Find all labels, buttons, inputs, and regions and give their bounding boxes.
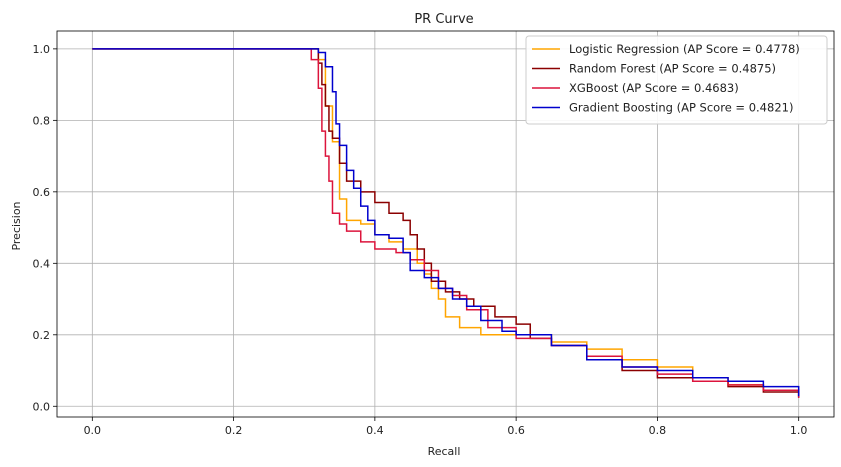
plot-area-frame <box>56 30 835 418</box>
series-line-3 <box>92 48 800 397</box>
x-tick-label: 0.0 <box>84 424 102 437</box>
x-tick-label: 1.0 <box>790 424 808 437</box>
y-tick-label: 0.2 <box>33 329 51 342</box>
x-axis-label: Recall <box>428 445 461 458</box>
y-axis-label: Precision <box>10 201 23 250</box>
chart-title: PR Curve <box>414 12 473 27</box>
x-tick-label: 0.4 <box>366 424 384 437</box>
x-tick-label: 0.8 <box>649 424 667 437</box>
y-tick-label: 0.8 <box>33 114 51 127</box>
series-line-0 <box>92 48 800 397</box>
legend: Logistic Regression (AP Score = 0.4778) R… <box>525 35 828 125</box>
legend-entry-label: Random Forest (AP Score = 0.4875) <box>569 62 776 76</box>
series-layer <box>92 48 800 399</box>
x-tick-label: 0.2 <box>225 424 243 437</box>
y-tick-label: 0.6 <box>33 186 51 199</box>
legend-entry-label: XGBoost (AP Score = 0.4683) <box>569 81 739 95</box>
y-tick-label: 0.4 <box>33 257 51 270</box>
series-line-1 <box>92 48 800 398</box>
y-tick-label: 1.0 <box>33 43 51 56</box>
legend-entry-label: Logistic Regression (AP Score = 0.4778) <box>569 42 800 56</box>
y-tick-label: 0.0 <box>33 400 51 413</box>
legend-box <box>525 35 828 125</box>
legend-entry-label: Gradient Boosting (AP Score = 0.4821) <box>569 101 793 115</box>
tick-layer: 0.0 0.2 0.4 0.6 0.8 1.0 0.0 0.2 0.4 0.6 0.8 1.0 <box>33 43 808 437</box>
x-tick-label: 0.6 <box>507 424 525 437</box>
